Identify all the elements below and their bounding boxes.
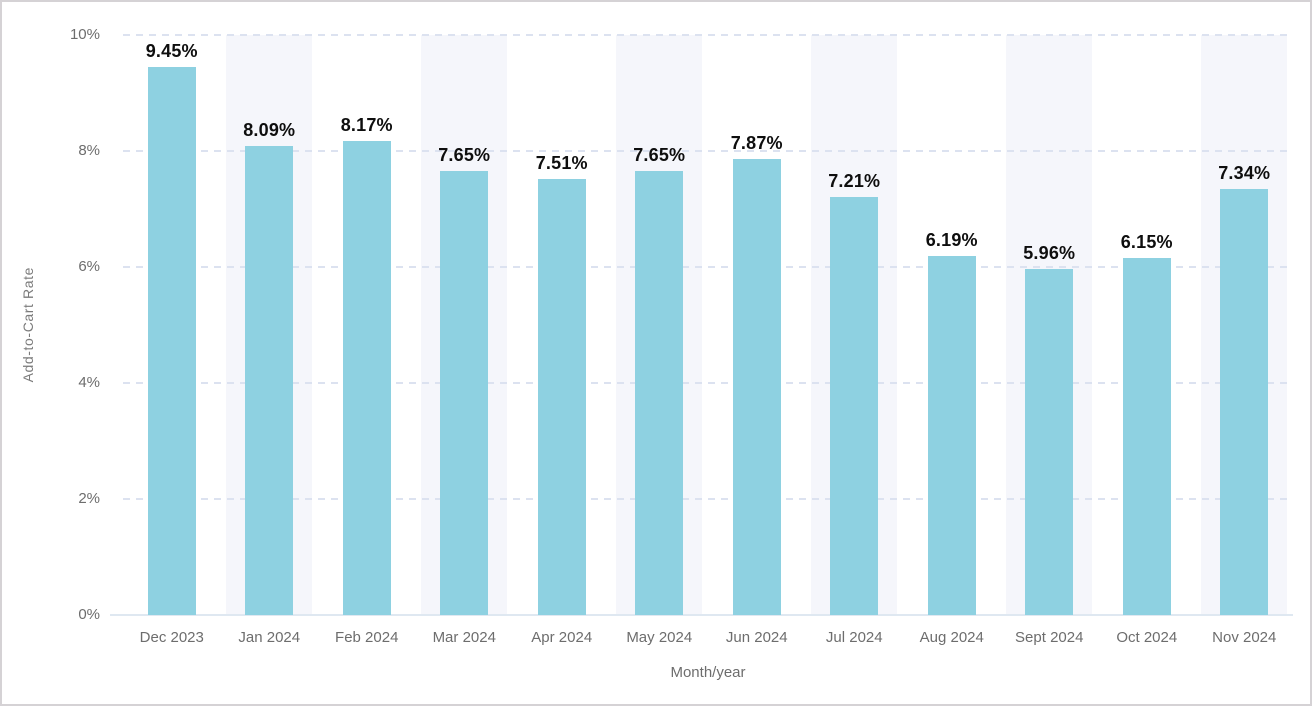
column-nov-2024: 7.34% Nov 2024 <box>1196 35 1294 646</box>
x-tick-label: Oct 2024 <box>1116 629 1178 646</box>
column-feb-2024: 8.17% Feb 2024 <box>318 35 416 646</box>
bar-feb-2024[interactable] <box>342 141 391 615</box>
value-label: 7.65% <box>438 145 491 166</box>
value-label: 7.65% <box>633 145 686 166</box>
value-label: 8.09% <box>243 119 296 140</box>
y-tick-10%: 10% <box>69 26 100 43</box>
bar-jan-2024[interactable] <box>245 145 294 615</box>
x-tick-label: Feb 2024 <box>335 629 399 646</box>
value-label: 6.15% <box>1120 232 1173 253</box>
gridline-4% <box>123 382 1293 384</box>
bar-oct-2024[interactable] <box>1122 258 1171 615</box>
plot-area: 9.45% Dec 2023 8.09% Jan 2024 8.17% Feb 2024 7… <box>110 34 1294 646</box>
y-tick-8%: 8% <box>78 142 100 159</box>
gridline-8% <box>123 150 1293 152</box>
bar-nov-2024[interactable] <box>1220 189 1269 615</box>
x-tick-label: Mar 2024 <box>432 629 496 646</box>
value-label: 6.19% <box>925 229 978 250</box>
column-oct-2024: 6.15% Oct 2024 <box>1098 35 1196 646</box>
y-tick-6%: 6% <box>78 258 100 275</box>
bar-aug-2024[interactable] <box>927 255 976 615</box>
column-may-2024: 7.65% May 2024 <box>611 35 709 646</box>
bar-mar-2024[interactable] <box>440 171 489 615</box>
x-axis-baseline <box>110 614 1293 616</box>
x-tick-label: Jan 2024 <box>238 629 301 646</box>
x-tick-label: Nov 2024 <box>1212 629 1277 646</box>
x-tick-label: Dec 2023 <box>139 629 204 646</box>
bar-jun-2024[interactable] <box>732 158 781 615</box>
bar-apr-2024[interactable] <box>537 179 586 615</box>
gridline-2% <box>123 498 1293 500</box>
value-label: 7.21% <box>828 170 881 191</box>
column-dec-2023: 9.45% Dec 2023 <box>123 35 221 646</box>
y-tick-2%: 2% <box>78 490 100 507</box>
y-axis-ticks: 0% 2% 4% 6% 8% 10% <box>2 26 100 623</box>
value-label: 5.96% <box>1023 243 1076 264</box>
y-tick-4%: 4% <box>78 374 100 391</box>
column-jul-2024: 7.21% Jul 2024 <box>806 35 904 646</box>
x-tick-label: Apr 2024 <box>531 629 593 646</box>
x-tick-label: Jun 2024 <box>725 629 788 646</box>
x-tick-label: Sept 2024 <box>1015 629 1084 646</box>
bar-sept-2024[interactable] <box>1025 269 1074 615</box>
gridline-10% <box>123 34 1293 36</box>
bar-may-2024[interactable] <box>635 171 684 615</box>
x-axis-title: Month/year <box>670 664 746 681</box>
x-tick-label: Aug 2024 <box>919 629 984 646</box>
y-tick-0%: 0% <box>78 606 100 623</box>
column-jan-2024: 8.09% Jan 2024 <box>221 35 319 646</box>
column-sept-2024: 5.96% Sept 2024 <box>1001 35 1099 646</box>
column-mar-2024: 7.65% Mar 2024 <box>416 35 514 646</box>
bar-jul-2024[interactable] <box>830 196 879 615</box>
value-label: 7.34% <box>1218 163 1271 184</box>
column-apr-2024: 7.51% Apr 2024 <box>513 35 611 646</box>
bar-dec-2023[interactable] <box>147 66 196 615</box>
column-jun-2024: 7.87% Jun 2024 <box>708 35 806 646</box>
column-aug-2024: 6.19% Aug 2024 <box>903 35 1001 646</box>
x-tick-label: May 2024 <box>626 629 693 646</box>
value-label: 7.87% <box>730 132 783 153</box>
value-label: 9.45% <box>145 40 198 61</box>
value-label: 8.17% <box>340 115 393 136</box>
gridline-6% <box>123 266 1293 268</box>
value-label: 7.51% <box>535 153 588 174</box>
x-tick-label: Jul 2024 <box>825 629 883 646</box>
